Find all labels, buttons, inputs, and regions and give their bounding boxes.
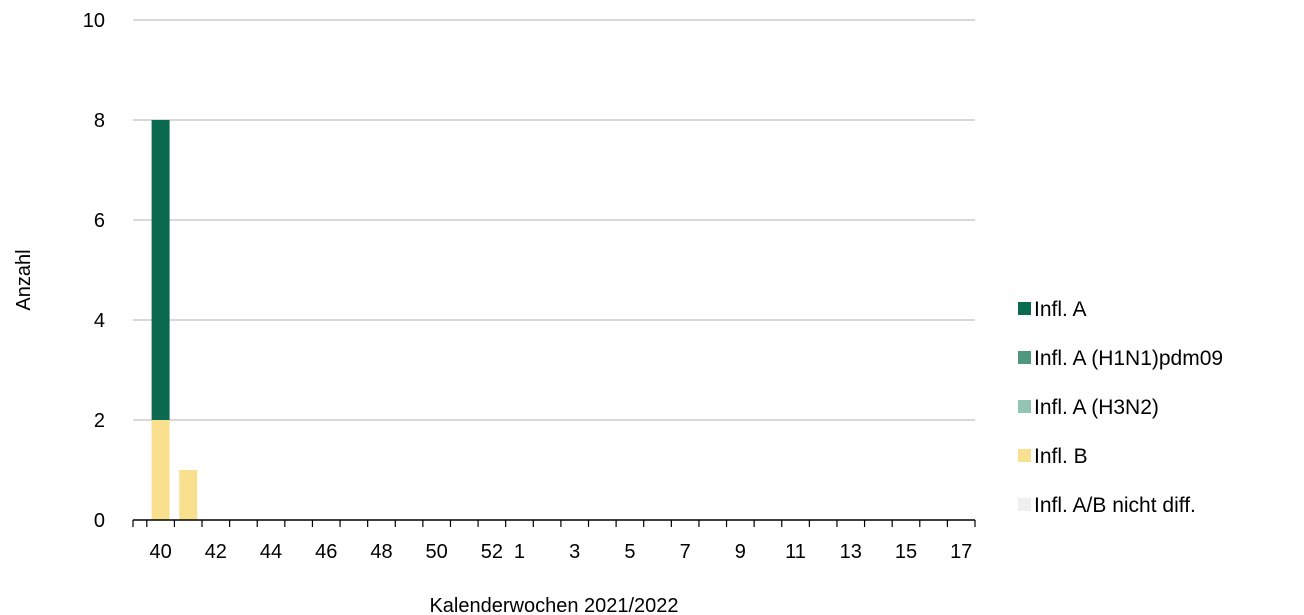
- x-tick-label: 40: [149, 541, 171, 563]
- x-tick-label: 5: [624, 541, 635, 563]
- x-tick-label: 9: [735, 541, 746, 563]
- x-tick-label: 3: [569, 541, 580, 563]
- y-axis-title: Anzahl: [13, 249, 35, 310]
- bars: [151, 120, 198, 520]
- legend-label: Infl. A (H3N2): [1034, 396, 1159, 419]
- legend-swatch: [1018, 449, 1031, 462]
- x-tick-label: 1: [514, 541, 525, 563]
- x-tick-label: 50: [426, 541, 448, 563]
- bar-segment: [151, 120, 170, 420]
- y-tick-label: 10: [83, 10, 105, 32]
- y-tick-label: 0: [94, 510, 105, 532]
- y-tick-label: 6: [94, 210, 105, 232]
- legend-label: Infl. A: [1034, 298, 1087, 321]
- bar-segment: [179, 470, 198, 520]
- y-tick-label: 8: [94, 110, 105, 132]
- x-tick-label: 48: [370, 541, 392, 563]
- y-tick-label: 2: [94, 410, 105, 432]
- x-tick-label: 17: [950, 541, 972, 563]
- legend-swatch: [1018, 351, 1031, 364]
- legend-label: Infl. A/B nicht diff.: [1034, 494, 1196, 517]
- x-tick-label: 46: [315, 541, 337, 563]
- gridlines: [133, 19, 975, 421]
- legend: Infl. A Infl. A (H1N1)pdm09 Infl. A (H3N2)…: [1018, 298, 1223, 517]
- x-axis: 40 42 44 46 48 50 52 1 3 5 7 9 11 13 15 17: [132, 519, 976, 563]
- y-tick-label: 4: [94, 310, 105, 332]
- legend-label: Infl. A (H1N1)pdm09: [1034, 347, 1223, 370]
- legend-swatch: [1018, 400, 1031, 413]
- x-axis-title: Kalenderwochen 2021/2022: [429, 595, 678, 615]
- y-tick-labels: 0 2 4 6 8 10: [83, 10, 105, 532]
- legend-swatch: [1018, 498, 1031, 511]
- x-tick-label: 52: [481, 541, 503, 563]
- bar-segment: [151, 420, 170, 520]
- x-tick-label: 7: [680, 541, 691, 563]
- x-tick-label: 42: [205, 541, 227, 563]
- x-tick-label: 13: [840, 541, 862, 563]
- x-tick-label: 15: [895, 541, 917, 563]
- legend-swatch: [1018, 302, 1031, 315]
- x-tick-label: 11: [785, 541, 806, 563]
- x-tick-label: 44: [260, 541, 282, 563]
- legend-label: Infl. B: [1034, 445, 1088, 468]
